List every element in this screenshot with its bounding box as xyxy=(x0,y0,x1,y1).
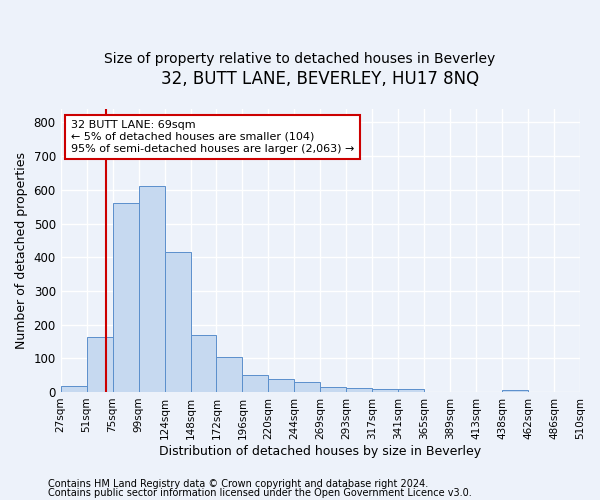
Bar xyxy=(242,375,268,392)
Bar xyxy=(113,204,139,392)
Text: Contains HM Land Registry data © Crown copyright and database right 2024.: Contains HM Land Registry data © Crown c… xyxy=(48,479,428,489)
Bar xyxy=(217,358,242,392)
Bar xyxy=(320,387,346,392)
Bar xyxy=(295,382,320,392)
Bar xyxy=(191,334,217,392)
X-axis label: Distribution of detached houses by size in Beverley: Distribution of detached houses by size … xyxy=(159,444,481,458)
Bar xyxy=(502,390,528,392)
Title: 32, BUTT LANE, BEVERLEY, HU17 8NQ: 32, BUTT LANE, BEVERLEY, HU17 8NQ xyxy=(161,70,479,88)
Bar xyxy=(164,252,191,392)
Bar xyxy=(346,388,372,392)
Text: 32 BUTT LANE: 69sqm
← 5% of detached houses are smaller (104)
95% of semi-detach: 32 BUTT LANE: 69sqm ← 5% of detached hou… xyxy=(71,120,355,154)
Bar xyxy=(61,386,86,392)
Text: Size of property relative to detached houses in Beverley: Size of property relative to detached ho… xyxy=(104,52,496,66)
Bar xyxy=(268,379,295,392)
Y-axis label: Number of detached properties: Number of detached properties xyxy=(15,152,28,349)
Text: Contains public sector information licensed under the Open Government Licence v3: Contains public sector information licen… xyxy=(48,488,472,498)
Bar xyxy=(372,388,398,392)
Bar xyxy=(398,390,424,392)
Bar xyxy=(86,337,113,392)
Bar xyxy=(139,186,164,392)
